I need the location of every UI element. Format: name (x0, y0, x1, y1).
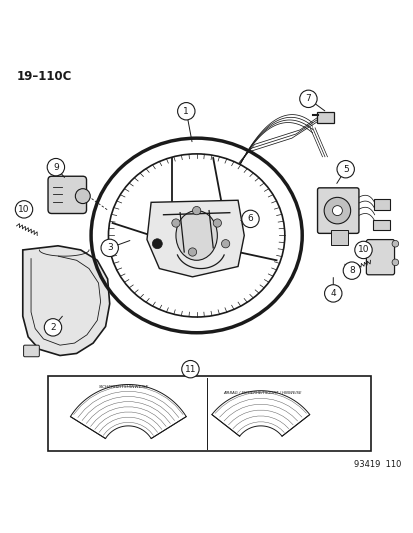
FancyBboxPatch shape (373, 199, 389, 210)
FancyBboxPatch shape (316, 112, 333, 123)
Text: 11: 11 (184, 365, 196, 374)
Circle shape (336, 160, 354, 178)
Text: 93419  110: 93419 110 (354, 459, 401, 469)
Polygon shape (23, 246, 109, 356)
Circle shape (332, 206, 342, 215)
FancyBboxPatch shape (317, 188, 358, 233)
Text: 4: 4 (330, 289, 335, 298)
Polygon shape (147, 200, 244, 277)
Circle shape (324, 285, 341, 302)
Circle shape (152, 239, 162, 249)
Circle shape (354, 241, 371, 259)
Text: 10: 10 (18, 205, 30, 214)
Circle shape (323, 197, 350, 224)
FancyBboxPatch shape (366, 240, 394, 275)
FancyBboxPatch shape (24, 345, 39, 357)
Circle shape (171, 219, 180, 227)
Circle shape (75, 189, 90, 204)
Text: 3: 3 (107, 244, 112, 252)
Circle shape (44, 319, 62, 336)
Text: 2: 2 (50, 323, 56, 332)
Text: 8: 8 (348, 266, 354, 275)
Circle shape (177, 102, 195, 120)
FancyBboxPatch shape (48, 176, 86, 214)
Ellipse shape (108, 154, 284, 317)
Text: 1: 1 (183, 107, 189, 116)
Circle shape (213, 219, 221, 227)
Text: 7: 7 (305, 94, 311, 103)
Circle shape (47, 158, 64, 176)
FancyBboxPatch shape (372, 220, 389, 230)
Circle shape (342, 262, 360, 279)
Circle shape (241, 210, 259, 228)
Circle shape (188, 248, 196, 256)
Polygon shape (70, 384, 186, 439)
Circle shape (221, 240, 229, 248)
Text: 19–110C: 19–110C (17, 70, 72, 83)
Circle shape (299, 90, 316, 108)
Circle shape (391, 259, 398, 265)
Text: AIRBAG / SICHERHEITSGURT / HINWEISE: AIRBAG / SICHERHEITSGURT / HINWEISE (223, 391, 301, 395)
Bar (47, 376, 370, 451)
Circle shape (391, 240, 398, 247)
Circle shape (101, 239, 118, 256)
Ellipse shape (176, 211, 217, 260)
Text: 6: 6 (247, 214, 253, 223)
Polygon shape (211, 391, 309, 436)
Text: 10: 10 (357, 245, 368, 254)
Circle shape (181, 360, 199, 378)
Text: 5: 5 (342, 165, 348, 174)
Text: SICHERHEITSHINWEISE: SICHERHEITSHINWEISE (99, 385, 149, 389)
Text: 9: 9 (53, 163, 59, 172)
Circle shape (192, 206, 200, 215)
Circle shape (15, 200, 33, 218)
FancyBboxPatch shape (330, 230, 347, 245)
